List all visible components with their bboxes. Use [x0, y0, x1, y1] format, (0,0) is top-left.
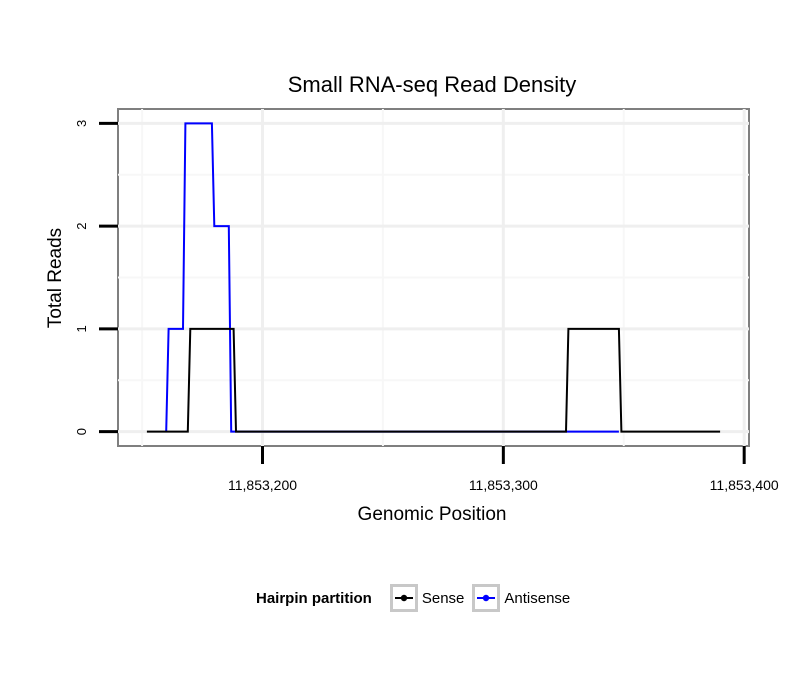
- x-axis-label: Genomic Position: [358, 504, 507, 525]
- series-line-sense: [146, 327, 721, 433]
- legend-label-antisense: Antisense: [504, 589, 571, 607]
- legend-key-antisense: [472, 584, 501, 612]
- legend-entry-sense: Sense: [389, 584, 465, 612]
- legend: Hairpin partition Sense Antisense: [256, 580, 578, 616]
- x-tick-label: 11,853,200: [228, 477, 297, 493]
- y-tick-label: 2: [74, 223, 89, 230]
- legend-label-sense: Sense: [421, 589, 465, 607]
- x-axis: 11,853,200 11,853,300 11,853,400: [228, 446, 779, 493]
- read-density-chart: Small RNA-seq Read Density 0 1 2 3 11,853,2…: [45, 72, 779, 525]
- y-tick-label: 3: [74, 120, 89, 127]
- legend-title: Hairpin partition: [256, 589, 372, 607]
- y-axis-label: Total Reads: [45, 228, 66, 328]
- legend-entry-antisense: Antisense: [472, 584, 570, 612]
- y-tick-label: 1: [74, 325, 89, 332]
- legend-key-sense: [389, 584, 418, 612]
- x-tick-label: 11,853,400: [710, 477, 779, 493]
- series-lines: [146, 122, 721, 433]
- y-tick-label: 0: [74, 428, 89, 435]
- x-tick-label: 11,853,300: [469, 477, 538, 493]
- chart-title: Small RNA-seq Read Density: [288, 72, 577, 97]
- y-axis: 0 1 2 3: [74, 120, 118, 435]
